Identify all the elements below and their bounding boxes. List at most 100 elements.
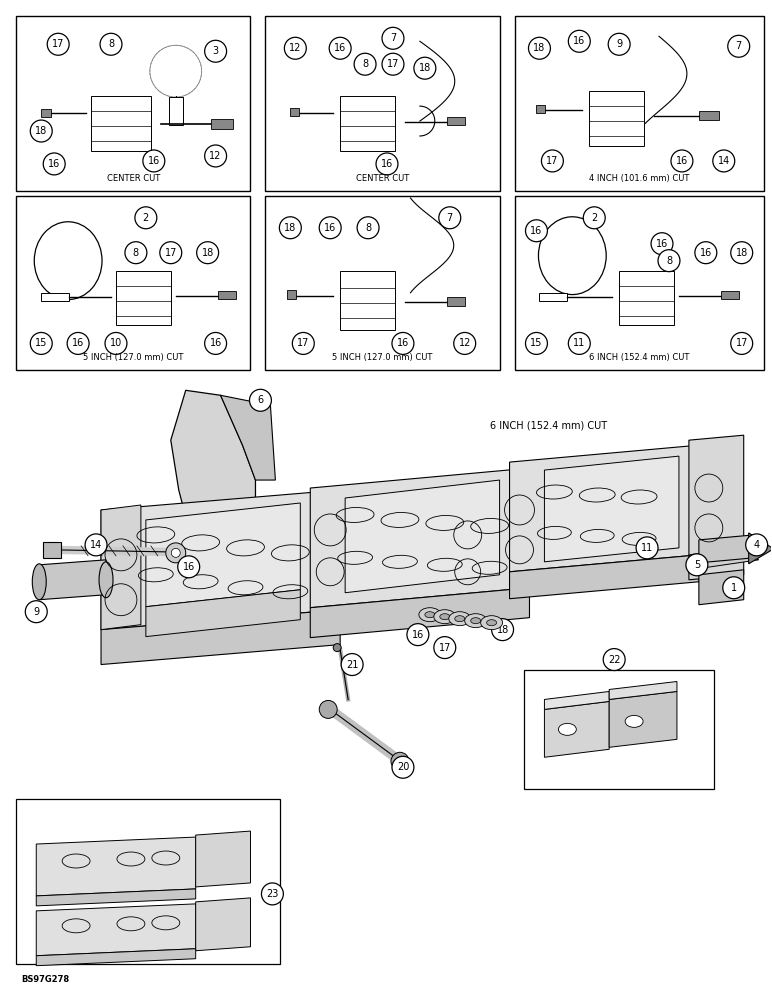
Circle shape (143, 150, 164, 172)
Bar (41, 293, 69, 301)
Bar (699, 111, 719, 120)
Bar (524, 670, 714, 789)
Text: 18: 18 (201, 248, 214, 258)
Text: 7: 7 (390, 33, 396, 43)
Text: 10: 10 (110, 338, 122, 348)
Polygon shape (101, 610, 340, 665)
Polygon shape (609, 681, 677, 699)
Text: BS97G278: BS97G278 (22, 975, 69, 984)
Text: 18: 18 (736, 248, 748, 258)
Bar (340, 96, 395, 151)
Circle shape (262, 883, 283, 905)
Text: 5 INCH (127.0 mm) CUT: 5 INCH (127.0 mm) CUT (83, 353, 184, 362)
Circle shape (438, 207, 461, 229)
Text: 18: 18 (496, 625, 509, 635)
Polygon shape (101, 505, 141, 630)
Circle shape (30, 332, 52, 354)
Circle shape (43, 153, 65, 175)
Text: 18: 18 (284, 223, 296, 233)
Polygon shape (689, 435, 743, 580)
Polygon shape (609, 691, 677, 747)
Circle shape (658, 250, 680, 272)
Bar (16, 196, 250, 370)
Circle shape (357, 217, 379, 239)
Polygon shape (699, 570, 743, 605)
Polygon shape (310, 588, 530, 638)
Circle shape (723, 577, 745, 599)
Bar (447, 297, 465, 306)
Polygon shape (699, 535, 753, 563)
Circle shape (105, 332, 127, 354)
Circle shape (47, 33, 69, 55)
Text: 11: 11 (573, 338, 585, 348)
Text: CENTER CUT: CENTER CUT (107, 174, 160, 183)
Text: 8: 8 (365, 223, 371, 233)
Polygon shape (171, 390, 256, 560)
Text: 16: 16 (397, 338, 409, 348)
Circle shape (197, 242, 218, 264)
Circle shape (392, 332, 414, 354)
Bar (619, 271, 674, 325)
Ellipse shape (434, 610, 455, 624)
Circle shape (67, 332, 89, 354)
Circle shape (728, 35, 750, 57)
Text: 1: 1 (730, 583, 736, 593)
Text: 14: 14 (90, 540, 102, 550)
Text: 12: 12 (459, 338, 471, 348)
Text: 4: 4 (753, 540, 760, 550)
Circle shape (526, 332, 547, 354)
Text: 3: 3 (212, 46, 218, 56)
Text: 17: 17 (736, 338, 748, 348)
Polygon shape (39, 560, 106, 600)
Text: 16: 16 (147, 156, 160, 166)
Text: 8: 8 (133, 248, 139, 258)
Bar (340, 271, 395, 330)
Text: 22: 22 (608, 655, 621, 665)
Circle shape (731, 242, 753, 264)
Polygon shape (544, 456, 679, 562)
Text: 9: 9 (33, 607, 39, 617)
Ellipse shape (625, 715, 643, 727)
Circle shape (454, 332, 476, 354)
Text: 12: 12 (209, 151, 222, 161)
Ellipse shape (32, 564, 46, 600)
Text: 16: 16 (699, 248, 712, 258)
Bar (537, 105, 546, 113)
Ellipse shape (558, 723, 577, 735)
Bar (540, 293, 567, 301)
Circle shape (407, 624, 428, 646)
Text: 18: 18 (35, 126, 47, 136)
Text: 8: 8 (108, 39, 114, 49)
Text: 7: 7 (447, 213, 453, 223)
Polygon shape (689, 548, 759, 568)
Text: 16: 16 (381, 159, 393, 169)
Text: 2: 2 (143, 213, 149, 223)
Ellipse shape (391, 752, 409, 770)
Text: 17: 17 (387, 59, 399, 69)
Text: 16: 16 (183, 562, 195, 572)
Circle shape (382, 53, 404, 75)
Bar (43, 542, 61, 558)
Text: 16: 16 (72, 338, 84, 348)
Bar (514, 196, 764, 370)
Text: 18: 18 (533, 43, 546, 53)
Circle shape (603, 649, 625, 671)
Text: 6 INCH (152.4 mm) CUT: 6 INCH (152.4 mm) CUT (489, 420, 607, 430)
Circle shape (249, 389, 272, 411)
Ellipse shape (334, 644, 341, 652)
Text: 17: 17 (547, 156, 559, 166)
Circle shape (568, 30, 591, 52)
Text: 14: 14 (718, 156, 730, 166)
Text: 20: 20 (397, 762, 409, 772)
Circle shape (329, 37, 351, 59)
Polygon shape (310, 468, 530, 608)
Ellipse shape (440, 614, 450, 620)
Circle shape (746, 534, 767, 556)
Ellipse shape (465, 614, 486, 628)
Text: 15: 15 (35, 338, 47, 348)
Polygon shape (36, 889, 195, 906)
Polygon shape (146, 590, 300, 637)
Circle shape (284, 37, 306, 59)
Circle shape (85, 534, 107, 556)
Bar (16, 799, 280, 964)
